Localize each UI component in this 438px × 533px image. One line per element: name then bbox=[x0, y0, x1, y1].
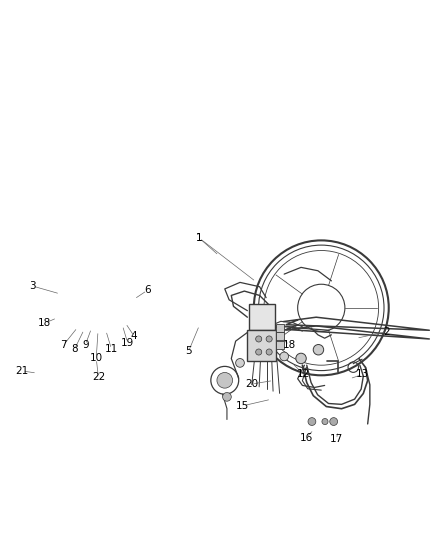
Circle shape bbox=[217, 373, 233, 388]
Circle shape bbox=[313, 344, 324, 355]
Circle shape bbox=[266, 336, 272, 342]
Text: 11: 11 bbox=[105, 344, 118, 354]
Circle shape bbox=[266, 349, 272, 355]
Text: 10: 10 bbox=[90, 353, 103, 363]
Text: 4: 4 bbox=[131, 331, 138, 341]
FancyBboxPatch shape bbox=[276, 333, 283, 340]
Text: 17: 17 bbox=[330, 434, 343, 445]
Circle shape bbox=[296, 353, 306, 364]
Text: 9: 9 bbox=[82, 340, 89, 350]
Circle shape bbox=[256, 349, 262, 355]
Text: 3: 3 bbox=[29, 281, 36, 291]
Text: 1: 1 bbox=[196, 233, 203, 243]
Text: 13: 13 bbox=[356, 369, 369, 379]
Circle shape bbox=[280, 352, 289, 361]
Text: 18: 18 bbox=[283, 340, 296, 350]
Text: 1: 1 bbox=[196, 233, 203, 243]
Text: 6: 6 bbox=[144, 286, 151, 295]
Text: 15: 15 bbox=[237, 401, 250, 411]
FancyBboxPatch shape bbox=[276, 324, 283, 332]
Text: 2: 2 bbox=[383, 327, 390, 337]
Circle shape bbox=[308, 418, 316, 425]
Circle shape bbox=[330, 418, 338, 425]
Circle shape bbox=[256, 336, 262, 342]
Circle shape bbox=[223, 392, 231, 401]
Text: 12: 12 bbox=[297, 369, 311, 379]
Circle shape bbox=[236, 359, 244, 367]
Text: 7: 7 bbox=[60, 340, 67, 350]
FancyBboxPatch shape bbox=[247, 330, 276, 361]
FancyBboxPatch shape bbox=[249, 304, 275, 330]
Text: 20: 20 bbox=[245, 379, 258, 389]
Text: 5: 5 bbox=[185, 346, 192, 357]
Text: 18: 18 bbox=[38, 318, 52, 328]
Text: 21: 21 bbox=[16, 366, 29, 376]
Circle shape bbox=[322, 418, 328, 425]
Text: 16: 16 bbox=[300, 433, 313, 442]
Text: 22: 22 bbox=[92, 373, 105, 383]
FancyBboxPatch shape bbox=[276, 341, 283, 349]
Text: 19: 19 bbox=[121, 338, 134, 348]
Text: 8: 8 bbox=[71, 344, 78, 354]
